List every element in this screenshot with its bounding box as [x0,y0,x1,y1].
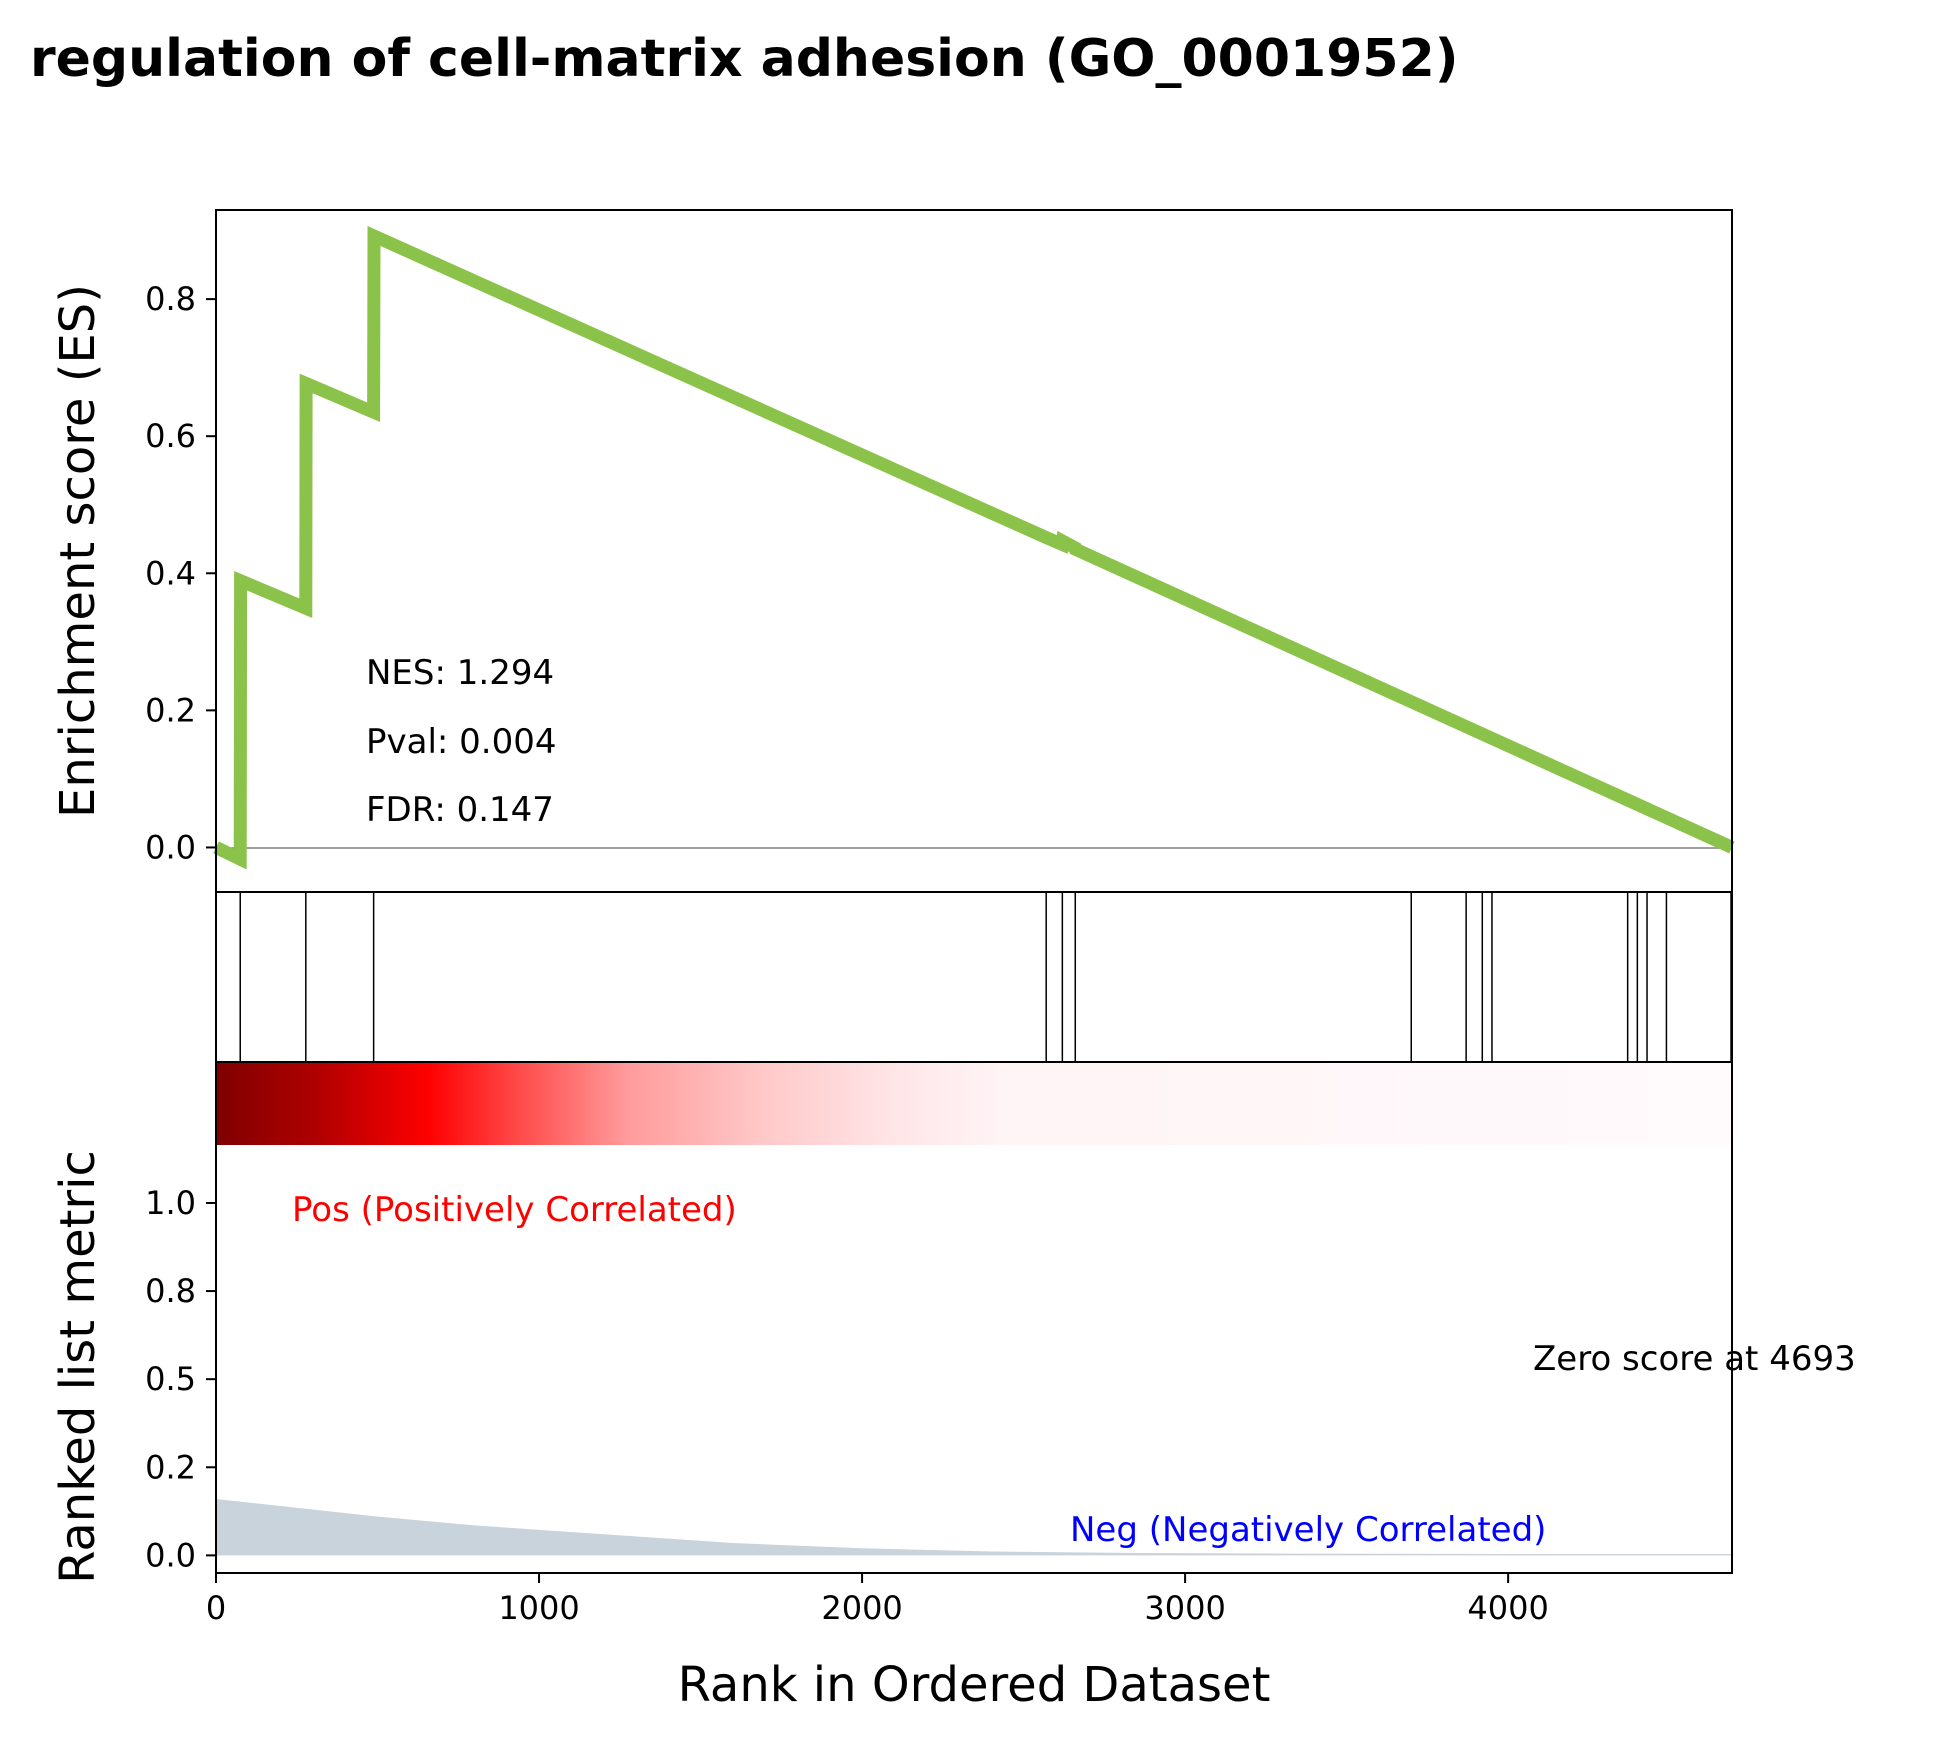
x-tick-label: 3000 [1144,1589,1225,1627]
es-y-tick-label: 0.8 [145,280,196,318]
es-y-ticks: 0.0 0.2 0.4 0.6 0.8 [145,280,216,866]
es-y-axis-label: Enrichment score (ES) [50,284,106,818]
rank-y-tick-label: 1.0 [145,1184,196,1222]
hit-lines [239,892,1732,1062]
es-panel: 0.0 0.2 0.4 0.6 0.8 NES: 1.294 Pval: 0.004 F… [50,209,1735,893]
rank-y-tick-label: 0.2 [145,1448,196,1486]
x-tick-label: 2000 [821,1589,902,1627]
x-tick-label: 4000 [1467,1589,1548,1627]
x-ticks: 0 1000 2000 3000 4000 [206,1573,1549,1627]
es-y-tick-label: 0.4 [145,554,196,592]
es-line [213,225,1735,870]
es-y-tick-label: 0.0 [145,828,196,866]
x-axis-label: Rank in Ordered Dataset [678,1657,1271,1713]
fdr-label: FDR: 0.147 [366,790,554,830]
hits-axes-frame [215,891,1733,1063]
rank-y-axis-label: Ranked list metric [50,1150,106,1584]
hits-panel [215,891,1733,1063]
x-tick-label: 0 [206,1589,226,1627]
es-y-tick-label: 0.2 [145,691,196,729]
chart-title: regulation of cell-matrix adhesion (GO_0… [30,29,1459,89]
rank-panel: 0.0 0.2 0.5 0.8 1.0 Pos (Positively Correlat… [50,1061,1856,1584]
pos-label: Pos (Positively Correlated) [292,1190,737,1230]
rank-metric-area [216,1499,1732,1556]
pval-label: Pval: 0.004 [366,722,557,762]
rank-y-tick-label: 0.8 [145,1272,196,1310]
nes-label: NES: 1.294 [366,653,554,693]
rank-y-tick-label: 0.0 [145,1536,196,1574]
rank-y-tick-label: 0.5 [145,1360,196,1398]
rank-heatmap [216,1062,1732,1145]
rank-axes-frame [215,1061,1733,1574]
es-y-tick-label: 0.6 [145,417,196,455]
zero-score-label: Zero score at 4693 [1533,1339,1856,1379]
x-tick-label: 1000 [498,1589,579,1627]
rank-y-ticks: 0.0 0.2 0.5 0.8 1.0 [145,1184,216,1574]
neg-label: Neg (Negatively Correlated) [1070,1510,1546,1550]
